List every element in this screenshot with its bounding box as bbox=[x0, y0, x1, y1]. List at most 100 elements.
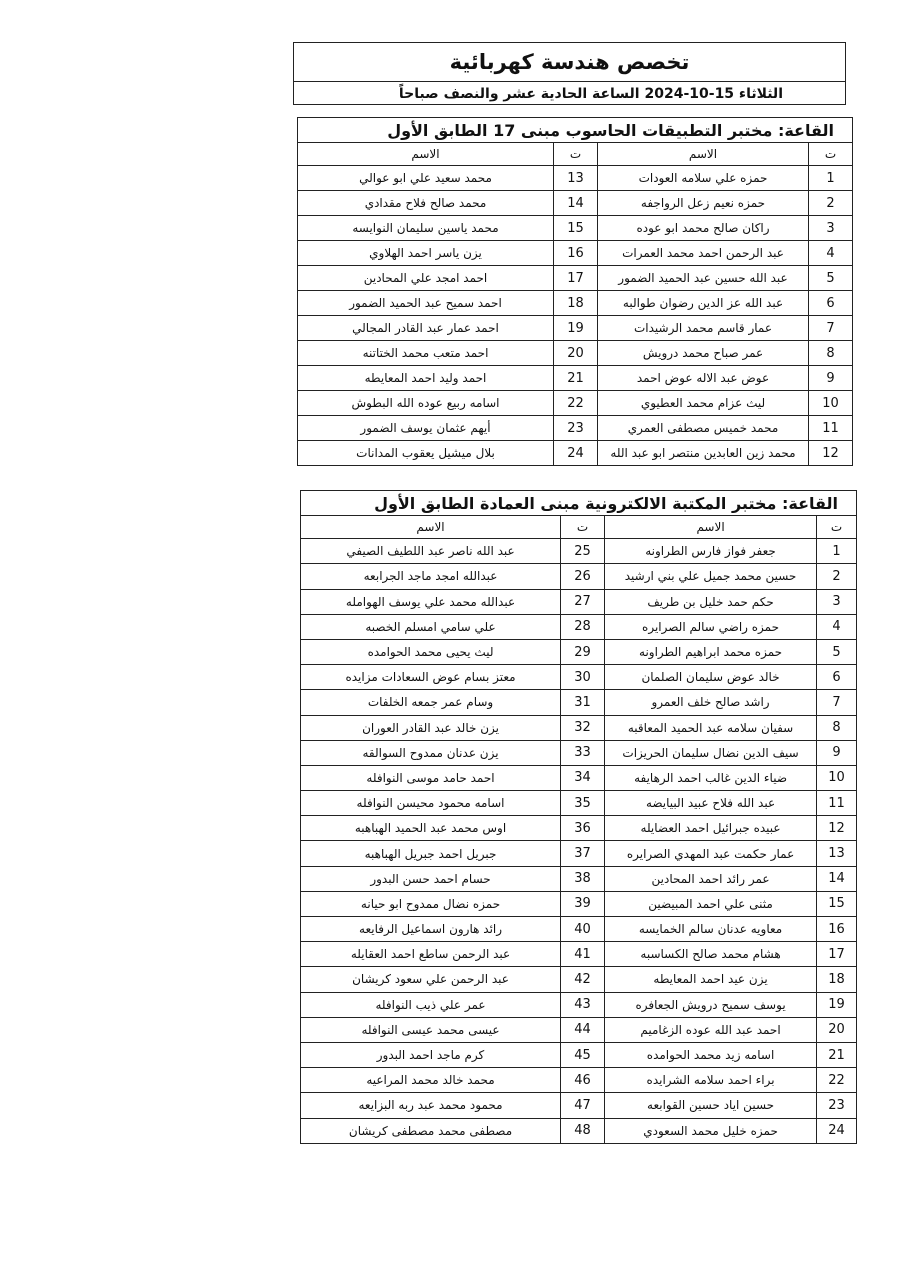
serial-number: 20 bbox=[553, 340, 598, 366]
column-header: ت bbox=[816, 515, 858, 540]
student-name: مصطفى محمد مصطفى كريشان bbox=[299, 1117, 562, 1144]
student-row: 16 معاويه عدنان سالم الخمايسه 40 رائد هارون… bbox=[299, 915, 858, 943]
serial-number: 2 bbox=[808, 190, 853, 216]
student-name: حسين محمد جميل علي بني ارشيد bbox=[604, 563, 818, 590]
student-row: 8 سفيان سلامه عبد الحميد المعاقبه 32 يزن خا… bbox=[299, 714, 858, 741]
serial-number: 38 bbox=[560, 865, 606, 892]
student-row: 7 عمار قاسم محمد الرشيدات 19 احمد عمار عبد … bbox=[297, 315, 853, 341]
student-name: احمد امجد علي المحادين bbox=[297, 265, 554, 291]
serial-number: 19 bbox=[816, 991, 858, 1018]
student-row: 2 حمزه نعيم زعل الرواجفه 14 محمد صالح فلاح … bbox=[297, 190, 853, 216]
student-name: عبد الله فلاح عبيد البيايضه bbox=[604, 790, 818, 817]
student-row: 1 جعفر فواز فارس الطراونه 25 عبد الله ناصر … bbox=[299, 538, 858, 565]
serial-number: 10 bbox=[816, 764, 858, 792]
serial-number: 5 bbox=[816, 638, 858, 666]
serial-number: 27 bbox=[560, 588, 606, 615]
student-name: راشد صالح خلف العمرو bbox=[604, 689, 818, 716]
serial-number: 39 bbox=[560, 890, 606, 918]
student-name: رائد هارون اسماعيل الرفايعه bbox=[299, 915, 562, 943]
serial-number: 16 bbox=[553, 240, 598, 266]
student-row: 9 عوض عبد الاله عوض احمد 21 احمد وليد احمد … bbox=[297, 365, 853, 391]
serial-number: 28 bbox=[560, 613, 606, 640]
student-name: حكم حمد خليل بن طريف bbox=[604, 588, 818, 615]
student-name: خالد عوض سليمان الصلمان bbox=[604, 664, 818, 691]
student-row: 3 راكان صالح محمد ابو عوده 15 محمد ياسين سل… bbox=[297, 215, 853, 241]
student-name: عبد الرحمن ساطع احمد العقايله bbox=[299, 941, 562, 968]
student-name: احمد وليد احمد المعايطه bbox=[297, 365, 554, 391]
serial-number: 42 bbox=[560, 966, 606, 993]
header-box: تخصص هندسة كهربائية الثلاثاء 15-10-2024 … bbox=[293, 42, 846, 105]
student-row: 17 هشام محمد صالح الكساسبه 41 عبد الرحمن سا… bbox=[299, 941, 858, 968]
serial-number: 24 bbox=[553, 440, 598, 466]
student-name: حمزه نضال ممدوح ابو حيانه bbox=[299, 890, 562, 918]
student-row: 9 سيف الدين نضال سليمان الحريزات 33 يزن عدن… bbox=[299, 739, 858, 766]
serial-number: 9 bbox=[808, 365, 853, 391]
serial-number: 25 bbox=[560, 538, 606, 565]
student-name: يزن ياسر احمد الهلاوي bbox=[297, 240, 554, 266]
student-row: 5 حمزه محمد ابراهيم الطراونه 29 ليث يحيى مح… bbox=[299, 638, 858, 666]
student-name: ضياء الدين غالب احمد الرهايفه bbox=[604, 764, 818, 792]
student-name: راكان صالح محمد ابو عوده bbox=[597, 215, 809, 241]
student-name: احمد عمار عبد القادر المجالي bbox=[297, 315, 554, 341]
student-name: ليث يحيى محمد الحوامده bbox=[299, 638, 562, 666]
serial-number: 18 bbox=[816, 966, 858, 993]
column-header: الاسم bbox=[597, 142, 809, 166]
student-name: عبد الرحمن احمد محمد العمرات bbox=[597, 240, 809, 266]
serial-number: 15 bbox=[816, 890, 858, 918]
student-row: 1 حمزه علي سلامه العودات 13 محمد سعيد علي ا… bbox=[297, 165, 853, 191]
student-name: سفيان سلامه عبد الحميد المعاقبه bbox=[604, 714, 818, 741]
student-name: مثنى علي احمد المبيضين bbox=[604, 890, 818, 918]
room-caption: القاعة: مختبر المكتبة الالكترونية مبنى ا… bbox=[299, 489, 858, 517]
student-name: محمد زين العابدين منتصر ابو عبد الله bbox=[597, 440, 809, 466]
serial-number: 26 bbox=[560, 563, 606, 590]
student-row: 8 عمر صباح محمد درويش 20 احمد متعب محمد الخ… bbox=[297, 340, 853, 366]
student-name: محمد خالد محمد المراعيه bbox=[299, 1067, 562, 1094]
serial-number: 3 bbox=[808, 215, 853, 241]
student-name: محمد سعيد علي ابو عوالي bbox=[297, 165, 554, 191]
serial-number: 16 bbox=[816, 915, 858, 943]
student-name: عمر علي ذيب النوافله bbox=[299, 991, 562, 1018]
student-row: 13 عمار حكمت عبد المهدي الصرايره 37 جبريل ا… bbox=[299, 840, 858, 867]
header-row: ت الاسم ت الاسم bbox=[299, 515, 858, 540]
serial-number: 22 bbox=[553, 390, 598, 416]
student-row: 7 راشد صالح خلف العمرو 31 وسام عمر جمعه الخ… bbox=[299, 689, 858, 716]
student-name: وسام عمر جمعه الخلفات bbox=[299, 689, 562, 716]
student-name: أيهم عثمان يوسف الضمور bbox=[297, 415, 554, 441]
student-row: 24 حمزه خليل محمد السعودي 48 مصطفى محمد مصط… bbox=[299, 1117, 858, 1144]
serial-number: 13 bbox=[816, 840, 858, 867]
serial-number: 11 bbox=[816, 790, 858, 817]
serial-number: 41 bbox=[560, 941, 606, 968]
student-name: يزن عيد احمد المعايطه bbox=[604, 966, 818, 993]
column-header: ت bbox=[808, 142, 853, 166]
serial-number: 4 bbox=[808, 240, 853, 266]
student-name: كرم ماجد احمد البدور bbox=[299, 1041, 562, 1069]
title: تخصص هندسة كهربائية bbox=[294, 43, 845, 82]
student-name: حمزه محمد ابراهيم الطراونه bbox=[604, 638, 818, 666]
student-row: 12 عبيده جبرائيل احمد العضايله 36 اوس محمد … bbox=[299, 815, 858, 842]
student-name: بلال ميشيل يعقوب المدانات bbox=[297, 440, 554, 466]
student-row: 2 حسين محمد جميل علي بني ارشيد 26 عبدالله ا… bbox=[299, 563, 858, 590]
serial-number: 9 bbox=[816, 739, 858, 766]
student-name: علي سامي امسلم الخصبه bbox=[299, 613, 562, 640]
student-name: عبيده جبرائيل احمد العضايله bbox=[604, 815, 818, 842]
serial-number: 22 bbox=[816, 1067, 858, 1094]
student-name: معتز بسام عوض السعادات مزايده bbox=[299, 664, 562, 691]
student-name: عوض عبد الاله عوض احمد bbox=[597, 365, 809, 391]
column-header: ت bbox=[553, 142, 598, 166]
serial-number: 10 bbox=[808, 390, 853, 416]
serial-number: 8 bbox=[816, 714, 858, 741]
serial-number: 44 bbox=[560, 1016, 606, 1043]
student-row: 21 اسامه زيد محمد الحوامده 45 كرم ماجد احمد… bbox=[299, 1041, 858, 1069]
student-row: 15 مثنى علي احمد المبيضين 39 حمزه نضال ممدو… bbox=[299, 890, 858, 918]
serial-number: 35 bbox=[560, 790, 606, 817]
student-name: احمد سميح عبد الحميد الضمور bbox=[297, 290, 554, 316]
student-row: 10 ليث عزام محمد العطيوي 22 اسامه ربيع عوده… bbox=[297, 390, 853, 416]
student-row: 22 براء احمد سلامه الشرايده 46 محمد خالد مح… bbox=[299, 1067, 858, 1094]
serial-number: 18 bbox=[553, 290, 598, 316]
serial-number: 21 bbox=[553, 365, 598, 391]
student-name: احمد حامد موسى النوافله bbox=[299, 764, 562, 792]
student-name: احمد عبد الله عوده الزغاميم bbox=[604, 1016, 818, 1043]
student-row: 23 حسين اياد حسين القوابعه 47 محمود محمد عب… bbox=[299, 1092, 858, 1119]
serial-number: 33 bbox=[560, 739, 606, 766]
